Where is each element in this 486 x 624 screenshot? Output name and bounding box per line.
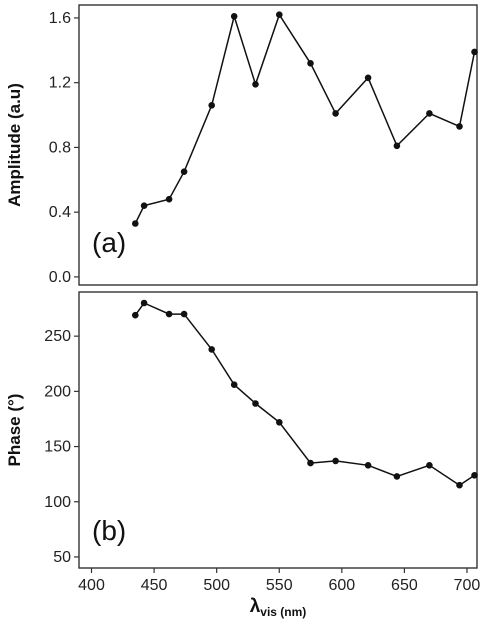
phase-panel: 50 100 150 200 250 400 450 500 550 600 650 700 (b)… — [5, 291, 480, 619]
amplitude-y-tick-label: 1.6 — [49, 10, 71, 27]
amplitude-y-ticks: 0.0 0.4 0.8 1.2 1.6 — [49, 10, 79, 286]
panel-label-a: (a) — [92, 227, 126, 258]
phase-data-point — [252, 400, 259, 407]
amplitude-data-point — [132, 220, 139, 227]
x-tick-label: 450 — [141, 577, 168, 594]
phase-data-point — [180, 310, 188, 318]
x-axis-label-main: λ — [250, 596, 261, 617]
amplitude-plot-frame — [78, 4, 478, 286]
x-axis-label-subscript: vis (nm) — [260, 605, 306, 619]
phase-plot-frame — [78, 291, 478, 569]
phase-y-axis-label: Phase (°) — [5, 394, 24, 467]
phase-data-point — [456, 481, 463, 489]
amplitude-data-point — [456, 123, 463, 130]
amplitude-y-tick-label: 1.2 — [49, 75, 71, 92]
amplitude-data-point — [208, 102, 215, 109]
x-tick-label: 400 — [78, 577, 105, 594]
amplitude-y-tick-label: 0.0 — [49, 269, 71, 286]
amplitude-data-point — [426, 110, 433, 117]
amplitude-y-tick-label: 0.4 — [49, 204, 71, 221]
phase-y-tick-label: 200 — [44, 383, 71, 400]
phase-data-point — [230, 381, 238, 389]
phase-y-ticks: 50 100 150 200 250 — [44, 328, 79, 566]
amplitude-data-point — [332, 110, 339, 117]
amplitude-y-axis-label: Amplitude (a.u) — [5, 83, 24, 207]
phase-data-point — [208, 346, 215, 353]
panel-label-b: (b) — [92, 515, 126, 546]
x-tick-label: 550 — [266, 577, 293, 594]
amplitude-y-tick-label: 0.8 — [49, 139, 71, 156]
phase-data-point — [307, 459, 314, 467]
amplitude-data-point — [276, 11, 283, 18]
phase-data-point — [426, 462, 433, 469]
x-tick-label: 600 — [328, 577, 355, 594]
x-tick-label: 700 — [454, 577, 481, 594]
phase-data-point — [332, 457, 339, 465]
amplitude-panel: 0.0 0.4 0.8 1.2 1.6 (a) Amplitude (a.u) — [5, 4, 478, 286]
x-axis-label: λvis (nm) — [250, 596, 307, 619]
amplitude-data-point — [180, 168, 188, 175]
amplitude-data-point — [393, 142, 401, 150]
phase-data-point — [471, 472, 478, 479]
amplitude-data-point — [252, 81, 259, 88]
amplitude-data-point — [364, 74, 372, 82]
amplitude-data-point — [230, 12, 238, 20]
phase-data-point — [132, 311, 139, 319]
amplitude-data-point — [307, 60, 314, 67]
phase-x-ticks: 400 450 500 550 600 650 700 — [78, 568, 480, 594]
phase-series — [132, 299, 478, 489]
phase-y-tick-label: 150 — [44, 439, 71, 456]
amplitude-data-point — [165, 195, 173, 203]
amplitude-series-line — [134, 12, 476, 224]
phase-data-point — [165, 310, 173, 318]
x-tick-label: 650 — [391, 577, 418, 594]
phase-y-tick-label: 250 — [44, 328, 71, 345]
phase-y-tick-label: 100 — [44, 494, 71, 511]
phase-data-point — [276, 419, 283, 426]
amplitude-data-point — [471, 48, 478, 56]
phase-data-point — [364, 462, 372, 469]
phase-series-line — [134, 302, 475, 487]
amplitude-series — [132, 11, 478, 227]
amplitude-data-point — [140, 202, 148, 209]
phase-y-tick-label: 50 — [53, 549, 71, 566]
phase-data-point — [140, 299, 148, 307]
x-tick-label: 500 — [203, 577, 230, 594]
phase-data-point — [393, 473, 401, 480]
